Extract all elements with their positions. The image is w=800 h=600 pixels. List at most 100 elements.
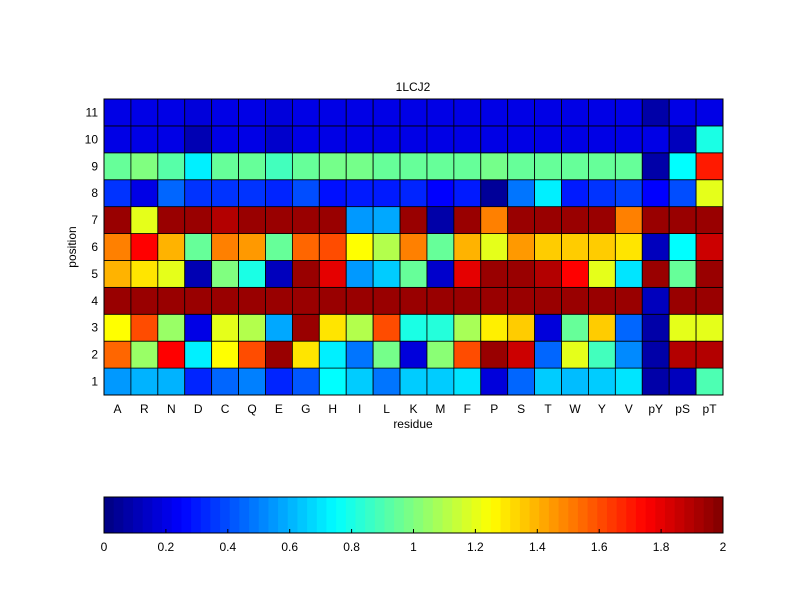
heatmap-cell-pS-7: [668, 206, 697, 234]
colorbar-tick-label: 1.8: [653, 540, 670, 554]
heatmap-cell-A-11: [103, 98, 132, 127]
x-tick-label: V: [625, 402, 633, 416]
x-tick-label: L: [383, 402, 390, 416]
heatmap-cell-P-2: [480, 340, 509, 369]
colorbar-swatch: [635, 497, 647, 533]
colorbar-swatch: [519, 497, 531, 533]
heatmap-cell-P-10: [480, 125, 509, 154]
plot-frame: [103, 98, 724, 396]
y-tick-label: 9: [91, 159, 98, 173]
colorbar-swatch: [162, 497, 173, 533]
heatmap-cell-I-10: [345, 125, 374, 154]
heatmap-cell-S-6: [507, 233, 536, 261]
colorbar-tick-label: 1.6: [591, 540, 608, 554]
heatmap-cell-G-6: [291, 233, 320, 261]
colorbar-swatch: [616, 497, 627, 533]
heatmap-cells: [103, 98, 724, 396]
heatmap-cell-pS-10: [668, 125, 697, 154]
heatmap-cell-F-1: [453, 367, 482, 396]
heatmap-cell-Y-7: [588, 206, 616, 234]
heatmap-cell-V-5: [614, 260, 643, 288]
colorbar-tick-label: 1.2: [467, 540, 484, 554]
y-tick-label: 5: [91, 267, 98, 281]
colorbar-swatch: [113, 497, 124, 533]
heatmap-cell-I-2: [345, 340, 374, 369]
heatmap-cell-P-5: [480, 260, 509, 288]
x-tick-label: M: [435, 402, 445, 416]
heatmap-cell-pY-9: [641, 152, 670, 181]
heatmap-cell-P-8: [480, 179, 509, 208]
x-tick-label: N: [167, 402, 176, 416]
colorbar-tick-label: 0: [101, 540, 108, 554]
colorbar-swatch: [548, 497, 560, 533]
heatmap-cell-S-3: [507, 313, 536, 342]
heatmap-cell-F-11: [453, 98, 482, 127]
colorbar-tick-label: 1.4: [529, 540, 546, 554]
colorbar-swatch: [693, 497, 705, 533]
colorbar-swatch: [152, 497, 163, 533]
colorbar-swatch: [558, 497, 569, 533]
heatmap-cell-C-8: [211, 179, 239, 208]
heatmap-cell-pY-10: [641, 125, 670, 154]
x-tick-label: pT: [703, 402, 718, 416]
heatmap-cell-I-8: [345, 179, 374, 208]
colorbar-swatch: [423, 497, 434, 533]
heatmap-cell-W-7: [561, 206, 589, 234]
heatmap-cell-C-6: [211, 233, 239, 261]
heatmap-cell-W-11: [561, 98, 589, 127]
heatmap-cell-N-2: [157, 340, 186, 369]
heatmap-cell-A-5: [103, 260, 132, 288]
colorbar-swatch: [229, 497, 240, 533]
heatmap-cell-C-4: [211, 286, 239, 315]
heatmap-cell-A-1: [103, 367, 132, 396]
x-tick-label: Y: [598, 402, 606, 416]
heatmap-cell-L-10: [372, 125, 401, 154]
heatmap-cell-E-8: [265, 179, 293, 208]
heatmap-cell-L-1: [372, 367, 401, 396]
heatmap-cell-V-7: [614, 206, 643, 234]
x-tick-label: P: [490, 402, 498, 416]
heatmap-cell-Q-1: [238, 367, 266, 396]
x-tick-label: C: [221, 402, 230, 416]
y-tick-label: 8: [91, 186, 98, 200]
heatmap-cell-E-10: [265, 125, 293, 154]
heatmap-cell-C-3: [211, 313, 239, 342]
heatmap-cell-A-8: [103, 179, 132, 208]
heatmap-cell-P-11: [480, 98, 509, 127]
heatmap-cell-H-1: [318, 367, 347, 396]
heatmap-cell-I-1: [345, 367, 374, 396]
heatmap-cell-R-10: [130, 125, 159, 154]
heatmap-cell-T-9: [534, 152, 562, 181]
heatmap-cell-H-6: [318, 233, 347, 261]
heatmap-cell-F-6: [453, 233, 482, 261]
heatmap-cell-Y-3: [588, 313, 616, 342]
heatmap-cell-T-2: [534, 340, 562, 369]
heatmap-cell-P-1: [480, 367, 509, 396]
heatmap-cell-F-2: [453, 340, 482, 369]
heatmap-cell-pT-6: [695, 233, 724, 261]
y-tick-label: 6: [91, 240, 98, 254]
heatmap-cell-pT-11: [695, 98, 724, 127]
heatmap-cell-W-10: [561, 125, 589, 154]
heatmap-cell-A-9: [103, 152, 132, 181]
heatmap-cell-Q-3: [238, 313, 266, 342]
heatmap-cell-L-3: [372, 313, 401, 342]
colorbar-swatch: [297, 497, 308, 533]
heatmap-cell-V-3: [614, 313, 643, 342]
heatmap-cell-N-8: [157, 179, 186, 208]
heatmap-cell-T-5: [534, 260, 562, 288]
heatmap-cell-E-4: [265, 286, 293, 315]
heatmap-cell-I-6: [345, 233, 374, 261]
heatmap-cell-G-1: [291, 367, 320, 396]
heatmap-cell-pS-2: [668, 340, 697, 369]
heatmap-cell-Q-2: [238, 340, 266, 369]
heatmap-cell-H-10: [318, 125, 347, 154]
heatmap-cell-R-6: [130, 233, 159, 261]
heatmap-cell-V-1: [614, 367, 643, 396]
heatmap-cell-H-7: [318, 206, 347, 234]
colorbar-swatch: [394, 497, 405, 533]
heatmap-cell-L-5: [372, 260, 401, 288]
colorbar-swatch: [413, 497, 424, 533]
heatmap-cell-P-4: [480, 286, 509, 315]
